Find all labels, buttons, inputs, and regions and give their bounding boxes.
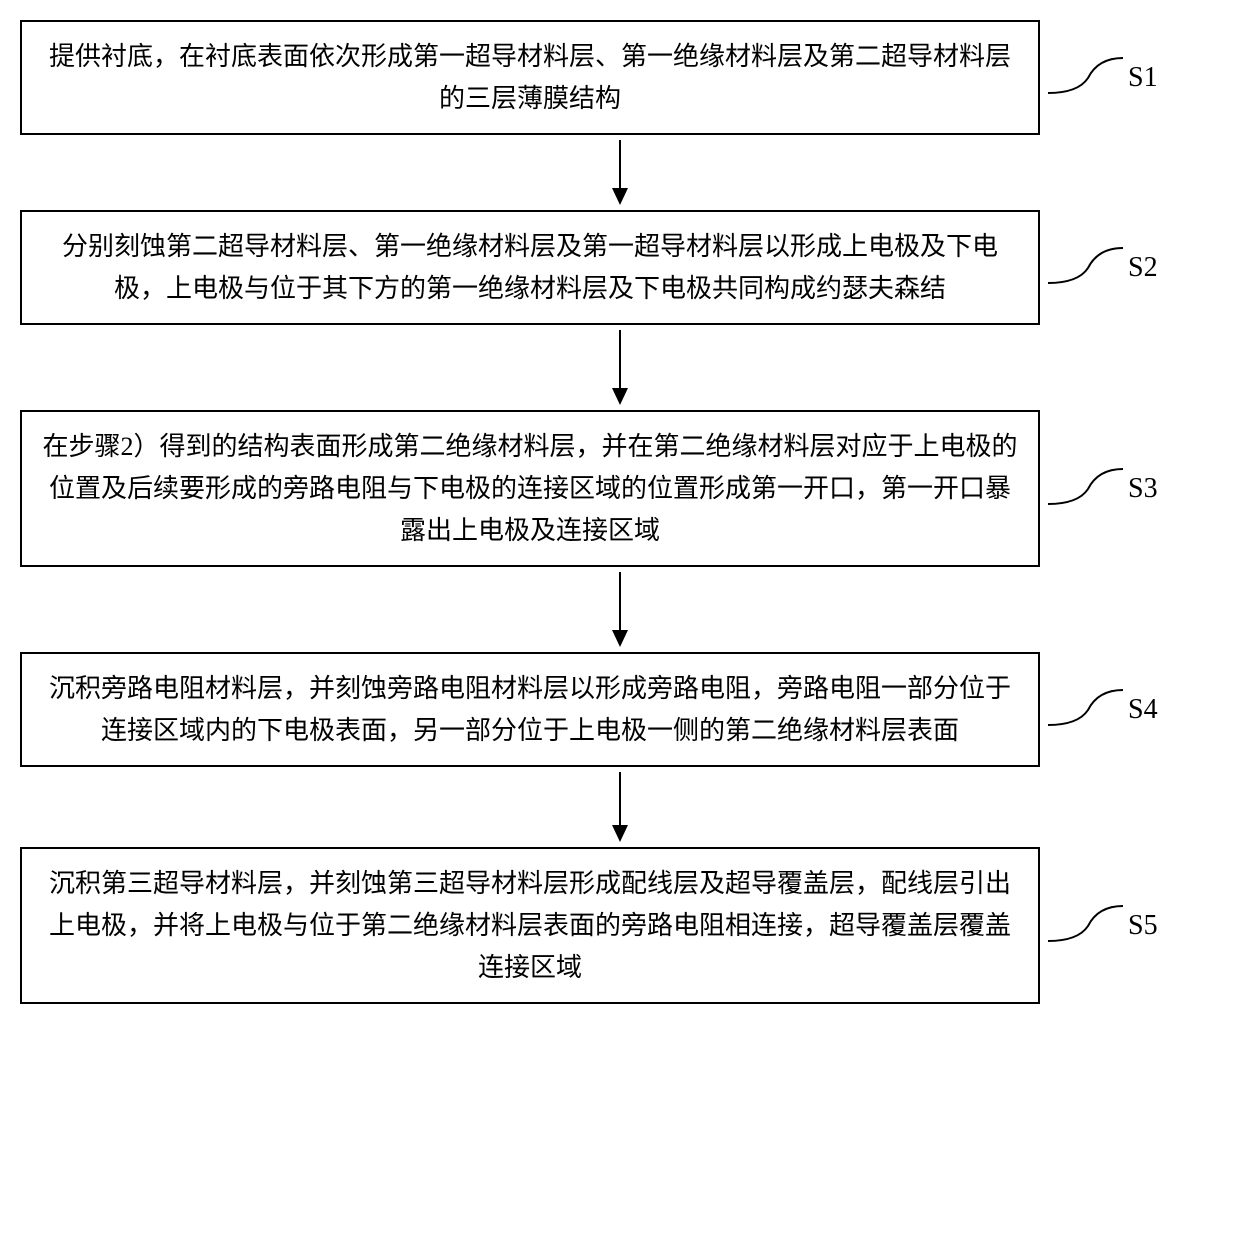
curve-icon: [1048, 901, 1123, 951]
arrow-2-3: [110, 325, 1130, 410]
step-label-s4: S4: [1128, 694, 1158, 726]
step-row-2: 分别刻蚀第二超导材料层、第一绝缘材料层及第一超导材料层以形成上电极及下电极，上电…: [20, 210, 1220, 325]
step-text-s2: 分别刻蚀第二超导材料层、第一绝缘材料层及第一超导材料层以形成上电极及下电极，上电…: [42, 226, 1018, 309]
label-connector-s5: S5: [1048, 901, 1158, 951]
label-connector-s4: S4: [1048, 685, 1158, 735]
flowchart-container: 提供衬底，在衬底表面依次形成第一超导材料层、第一绝缘材料层及第二超导材料层的三层…: [20, 20, 1220, 1004]
arrow-1-2: [110, 135, 1130, 210]
arrow-down-icon: [605, 140, 635, 205]
step-label-s1: S1: [1128, 62, 1158, 94]
step-row-4: 沉积旁路电阻材料层，并刻蚀旁路电阻材料层以形成旁路电阻，旁路电阻一部分位于连接区…: [20, 652, 1220, 767]
arrow-down-icon: [605, 330, 635, 405]
step-text-s3: 在步骤2）得到的结构表面形成第二绝缘材料层，并在第二绝缘材料层对应于上电极的位置…: [42, 426, 1018, 551]
label-connector-s3: S3: [1048, 464, 1158, 514]
curve-icon: [1048, 243, 1123, 293]
step-row-5: 沉积第三超导材料层，并刻蚀第三超导材料层形成配线层及超导覆盖层，配线层引出上电极…: [20, 847, 1220, 1004]
step-box-s4: 沉积旁路电阻材料层，并刻蚀旁路电阻材料层以形成旁路电阻，旁路电阻一部分位于连接区…: [20, 652, 1040, 767]
step-row-3: 在步骤2）得到的结构表面形成第二绝缘材料层，并在第二绝缘材料层对应于上电极的位置…: [20, 410, 1220, 567]
step-box-s3: 在步骤2）得到的结构表面形成第二绝缘材料层，并在第二绝缘材料层对应于上电极的位置…: [20, 410, 1040, 567]
step-label-s5: S5: [1128, 910, 1158, 942]
arrow-4-5: [110, 767, 1130, 847]
curve-icon: [1048, 53, 1123, 103]
label-connector-s1: S1: [1048, 53, 1158, 103]
step-text-s4: 沉积旁路电阻材料层，并刻蚀旁路电阻材料层以形成旁路电阻，旁路电阻一部分位于连接区…: [42, 668, 1018, 751]
step-label-s2: S2: [1128, 252, 1158, 284]
step-text-s1: 提供衬底，在衬底表面依次形成第一超导材料层、第一绝缘材料层及第二超导材料层的三层…: [42, 36, 1018, 119]
step-box-s5: 沉积第三超导材料层，并刻蚀第三超导材料层形成配线层及超导覆盖层，配线层引出上电极…: [20, 847, 1040, 1004]
step-row-1: 提供衬底，在衬底表面依次形成第一超导材料层、第一绝缘材料层及第二超导材料层的三层…: [20, 20, 1220, 135]
arrow-down-icon: [605, 772, 635, 842]
step-box-s2: 分别刻蚀第二超导材料层、第一绝缘材料层及第一超导材料层以形成上电极及下电极，上电…: [20, 210, 1040, 325]
curve-icon: [1048, 464, 1123, 514]
step-box-s1: 提供衬底，在衬底表面依次形成第一超导材料层、第一绝缘材料层及第二超导材料层的三层…: [20, 20, 1040, 135]
curve-icon: [1048, 685, 1123, 735]
arrow-3-4: [110, 567, 1130, 652]
step-text-s5: 沉积第三超导材料层，并刻蚀第三超导材料层形成配线层及超导覆盖层，配线层引出上电极…: [42, 863, 1018, 988]
step-label-s3: S3: [1128, 473, 1158, 505]
arrow-down-icon: [605, 572, 635, 647]
label-connector-s2: S2: [1048, 243, 1158, 293]
